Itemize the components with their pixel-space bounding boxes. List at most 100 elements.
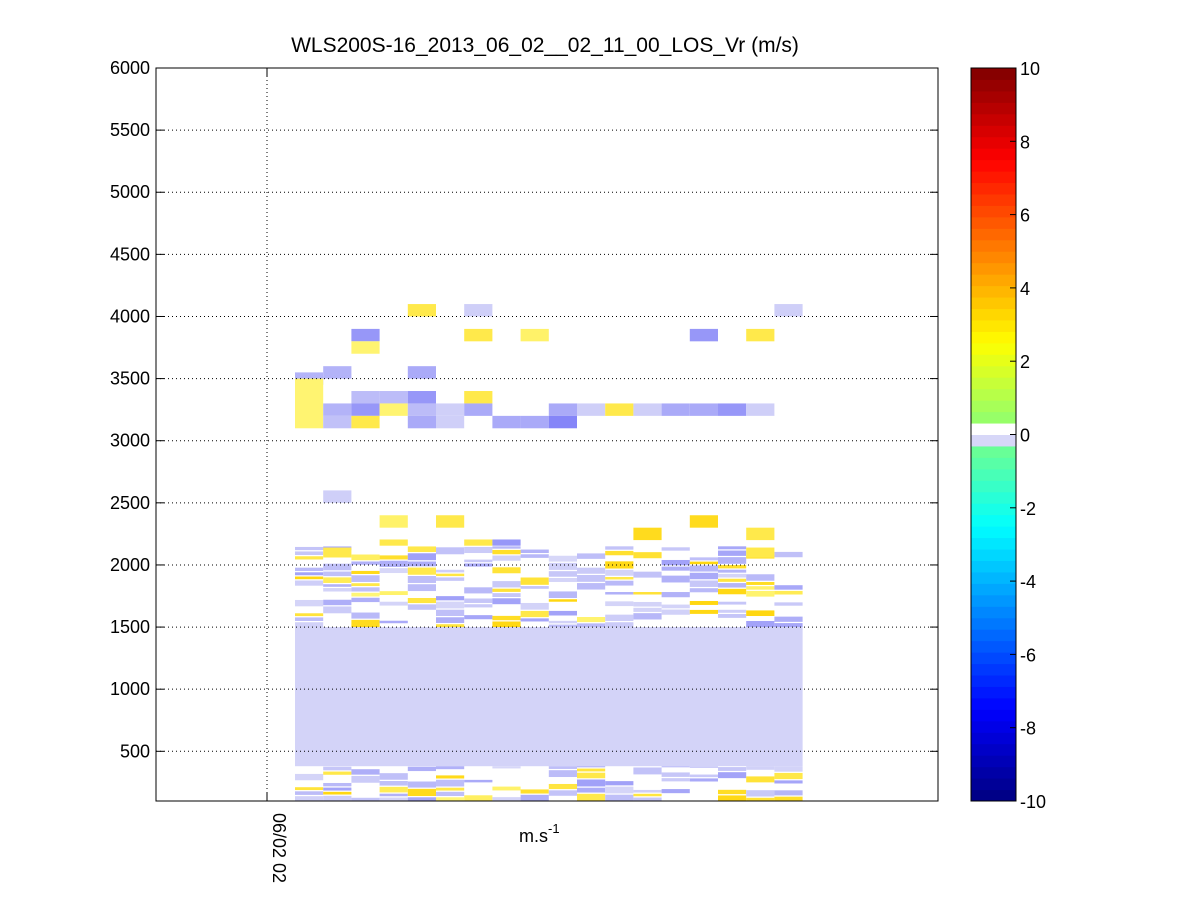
colorbar-segment	[971, 205, 1016, 218]
x-tick-label: 06/02 02	[269, 813, 289, 883]
colorbar-segment	[971, 720, 1016, 733]
heatmap-surface-strip	[689, 766, 718, 768]
heatmap-noisy-strip	[661, 604, 690, 609]
heatmap-surface-strip	[492, 797, 521, 801]
heatmap-noisy-strip	[436, 601, 465, 609]
heatmap-surface-strip	[661, 766, 690, 768]
plot-frame	[155, 67, 939, 802]
heatmap-noisy-strip	[492, 598, 521, 605]
colorbar-segment	[971, 468, 1016, 481]
heatmap-surface-strip	[379, 773, 408, 780]
heatmap-surface-strip	[605, 786, 634, 794]
heatmap-surface-strip	[577, 768, 606, 772]
colorbar-segment	[971, 755, 1016, 768]
colorbar-segment	[971, 159, 1016, 172]
heatmap-noisy-strip	[407, 576, 436, 583]
heatmap-noisy-strip	[605, 614, 634, 621]
colorbar-segment	[971, 262, 1016, 275]
heatmap-surface-strip	[464, 795, 493, 801]
heatmap-noisy-strip	[520, 586, 549, 589]
heatmap-noisy-strip	[689, 580, 718, 587]
heatmap-cell	[351, 328, 380, 342]
heatmap-surface-strip	[577, 772, 606, 779]
heatmap-cell	[746, 403, 775, 416]
heatmap-noisy-strip	[718, 557, 747, 564]
heatmap-surface-strip	[774, 772, 803, 780]
heatmap-cell	[379, 391, 408, 404]
colorbar-tick-label: 0	[1020, 426, 1030, 446]
heatmap-surface-strip	[605, 781, 634, 786]
heatmap-noisy-strip	[746, 590, 775, 597]
heatmap-noisy-strip	[774, 590, 803, 595]
heatmap-surface-strip	[379, 780, 408, 786]
heatmap-noisy-strip	[295, 613, 324, 617]
heatmap-cell	[633, 403, 662, 416]
colorbar-ticks: -10 -8 -6 -4 -2 0 2 4 6 8 10	[1010, 59, 1046, 812]
heatmap-surface-strip	[577, 787, 606, 793]
colorbar-segment	[971, 193, 1016, 206]
heatmap-noisy-strip	[774, 602, 803, 606]
heatmap-surface-strip	[774, 780, 803, 784]
colorbar-segment	[971, 411, 1016, 424]
heatmap-noisy-strip	[407, 553, 436, 561]
heatmap-noisy-strip	[577, 567, 606, 574]
heatmap-surface-strip	[661, 789, 690, 794]
heatmap-surface-strip	[379, 793, 408, 797]
heatmap-cells	[295, 304, 803, 801]
heatmap-noisy-strip	[379, 620, 408, 624]
heatmap-cell	[605, 403, 634, 416]
colorbar-segment	[971, 148, 1016, 161]
colorbar-segment	[971, 445, 1016, 458]
heatmap-surface-strip	[379, 797, 408, 801]
x-axis-label-superscript: -1	[548, 821, 560, 836]
heatmap-cell	[436, 403, 465, 416]
heatmap-cell	[548, 415, 577, 429]
heatmap-noisy-strip	[492, 593, 521, 598]
heatmap-surface-strip	[295, 773, 324, 781]
colorbar-segment	[971, 79, 1016, 92]
heatmap-noisy-strip	[351, 612, 380, 619]
heatmap-surface-strip	[436, 787, 465, 791]
heatmap-surface-strip	[351, 775, 380, 783]
heatmap-surface-strip	[295, 796, 324, 801]
heatmap-surface-strip	[323, 787, 352, 791]
heatmap-surface-strip	[520, 789, 549, 794]
heatmap-noisy-strip	[295, 556, 324, 560]
heatmap-noisy-strip	[718, 601, 747, 605]
heatmap-noisy-strip	[718, 565, 747, 569]
heatmap-noisy-strip	[407, 597, 436, 604]
colorbar-segment	[971, 617, 1016, 630]
heatmap-noisy-strip	[605, 550, 634, 556]
heatmap-noisy-strip	[718, 578, 747, 582]
colorbar-segment	[971, 583, 1016, 596]
heatmap-surface-strip	[407, 766, 436, 772]
heatmap-cell	[351, 415, 380, 429]
colorbar-segment	[971, 526, 1016, 539]
y-tick-label: 4500	[110, 244, 150, 264]
colorbar-segment	[971, 342, 1016, 355]
y-axis-ticks: 500 1000 1500 2000 2500 3000 3500 4000 4500 5000 5…	[110, 58, 938, 761]
heatmap-noisy-strip	[323, 571, 352, 577]
colorbar-segment	[971, 400, 1016, 413]
heatmap-surface-strip	[464, 779, 493, 783]
heatmap-surface-strip	[577, 766, 606, 768]
y-tick-label: 1000	[110, 679, 150, 699]
heatmap-surface-strip	[548, 790, 577, 796]
heatmap-surface-strip	[548, 766, 577, 769]
heatmap-noisy-strip	[407, 604, 436, 610]
heatmap-noisy-strip	[689, 565, 718, 572]
heatmap-noisy-strip	[633, 613, 662, 620]
heatmap-surface-strip	[379, 786, 408, 793]
heatmap-surface-strip	[351, 769, 380, 775]
heatmap-surface-strip	[323, 782, 352, 787]
heatmap-surface-strip	[633, 793, 662, 797]
heatmap-noisy-strip	[351, 587, 380, 592]
colorbar-segment	[971, 491, 1016, 504]
heatmap-noisy-strip	[577, 553, 606, 559]
heatmap-noisy-strip	[548, 624, 577, 628]
heatmap-cell	[407, 415, 436, 429]
heatmap-surface-strip	[548, 783, 577, 790]
heatmap-surface-strip	[633, 767, 662, 775]
heatmap-noisy-strip	[351, 570, 380, 575]
colorbar-segment	[971, 68, 1016, 80]
